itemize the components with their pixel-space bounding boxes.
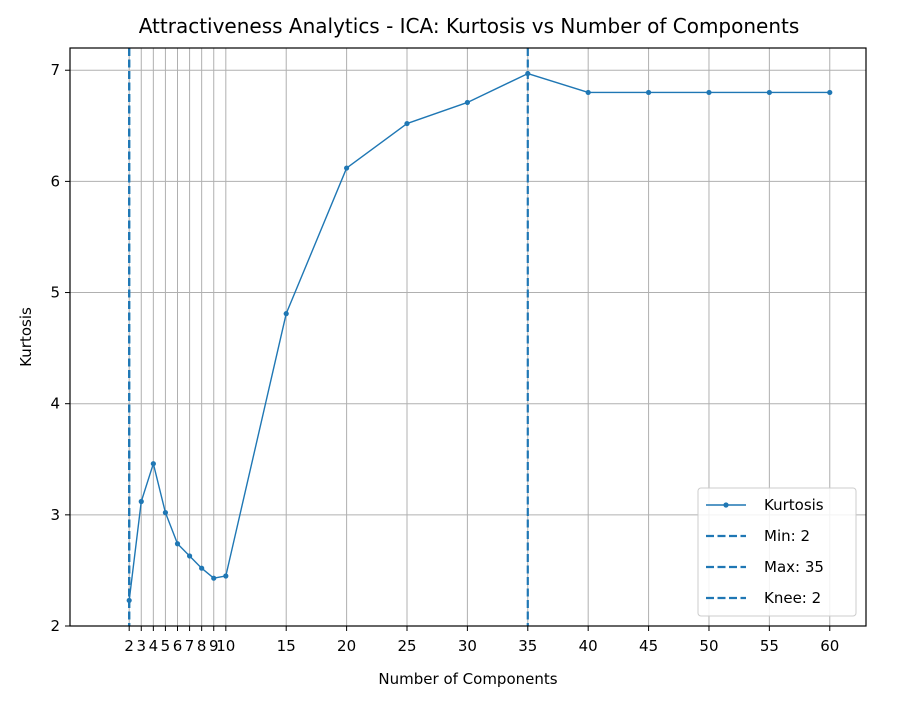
x-tick-label: 15	[277, 637, 296, 655]
legend-swatch-marker	[723, 502, 729, 508]
data-point	[525, 70, 531, 77]
y-tick-label: 6	[50, 172, 60, 190]
x-tick-label: 60	[820, 637, 839, 655]
x-tick-label: 6	[173, 637, 183, 655]
x-tick-label: 55	[760, 637, 779, 655]
x-tick-label: 7	[185, 637, 195, 655]
x-tick-label: 8	[197, 637, 207, 655]
y-tick-label: 3	[50, 506, 60, 524]
data-point	[585, 89, 591, 96]
x-axis-label: Number of Components	[378, 670, 557, 688]
x-tick-label: 25	[397, 637, 416, 655]
data-point	[150, 461, 156, 467]
data-point	[199, 565, 205, 571]
plot-frame	[69, 47, 867, 627]
data-point	[827, 89, 833, 96]
x-tick-label: 3	[136, 637, 146, 655]
reference-lines	[128, 48, 529, 626]
data-point	[174, 541, 181, 547]
x-axis: 2 3 4 5 6 7 8 910 15 20 25 30 35 40 45 50 55 60	[124, 626, 839, 655]
data-point	[223, 573, 229, 579]
data-point	[645, 89, 652, 96]
chart-title: Attractiveness Analytics - ICA: Kurtosis…	[139, 14, 800, 38]
legend-box	[697, 487, 857, 617]
x-tick-label: 40	[579, 637, 598, 655]
x-tick-label: 50	[699, 637, 718, 655]
legend-label: Kurtosis	[764, 496, 824, 514]
data-point	[162, 510, 169, 516]
data-point	[766, 89, 772, 96]
data-point	[126, 597, 132, 604]
series-kurtosis	[126, 70, 833, 604]
y-tick-label: 7	[50, 61, 60, 79]
data-point	[404, 120, 410, 127]
x-tick-label: 45	[639, 637, 658, 655]
x-tick-label: 4	[149, 637, 159, 655]
x-tick-label: 35	[518, 637, 537, 655]
x-tick-label: 2	[124, 637, 134, 655]
data-point	[706, 89, 712, 96]
x-tick-label: 10	[216, 637, 235, 655]
data-point	[464, 99, 470, 106]
legend-label: Min: 2	[764, 527, 810, 545]
legend: Kurtosis Min: 2 Max: 35 Knee: 2	[697, 487, 857, 617]
data-point	[186, 553, 193, 559]
x-tick-label: 20	[337, 637, 356, 655]
data-point	[211, 575, 217, 581]
y-tick-label: 5	[50, 284, 60, 302]
x-tick-label: 9	[209, 637, 219, 655]
y-tick-label: 4	[50, 395, 60, 413]
y-axis: 2 3 4 5 6 7	[50, 61, 70, 635]
data-point	[138, 498, 144, 505]
legend-label: Knee: 2	[764, 589, 821, 607]
x-tick-label: 5	[161, 637, 171, 655]
legend-label: Max: 35	[764, 558, 824, 576]
x-tick-label: 30	[458, 637, 477, 655]
y-tick-label: 2	[50, 617, 60, 635]
data-point	[344, 165, 350, 171]
data-point	[283, 311, 289, 317]
y-axis-label: Kurtosis	[17, 307, 35, 367]
